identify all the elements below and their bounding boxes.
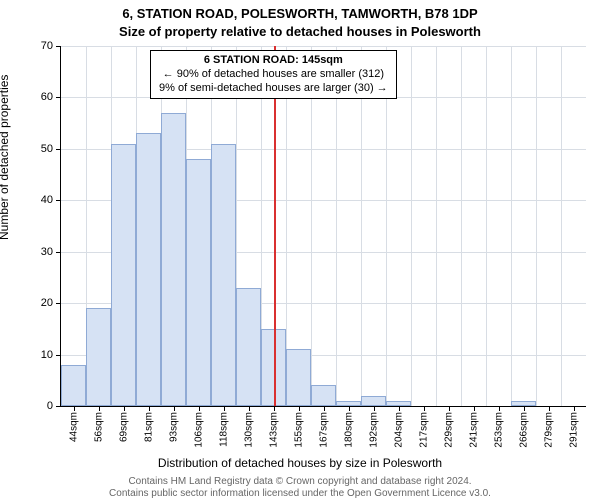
- ytick-mark: [56, 252, 61, 253]
- x-axis-label: Distribution of detached houses by size …: [0, 456, 600, 470]
- xtick-mark: [399, 406, 400, 411]
- ytick-mark: [56, 406, 61, 407]
- xtick-mark: [574, 406, 575, 411]
- xtick-label: 81sqm: [143, 412, 154, 442]
- xtick-label: 93sqm: [168, 412, 179, 442]
- ytick-mark: [56, 46, 61, 47]
- bar: [286, 349, 311, 406]
- bar: [136, 133, 161, 406]
- xtick-label: 192sqm: [368, 412, 379, 448]
- xtick-mark: [174, 406, 175, 411]
- bar: [211, 144, 236, 406]
- ytick-label: 30: [41, 246, 53, 258]
- xtick-mark: [549, 406, 550, 411]
- chart-title-line1: 6, STATION ROAD, POLESWORTH, TAMWORTH, B…: [0, 6, 600, 21]
- xtick-label: 180sqm: [343, 412, 354, 448]
- xtick-label: 167sqm: [318, 412, 329, 448]
- ytick-label: 50: [41, 143, 53, 155]
- xtick-label: 44sqm: [68, 412, 79, 442]
- ytick-label: 40: [41, 194, 53, 206]
- gridline-v: [436, 46, 437, 406]
- ytick-label: 70: [41, 40, 53, 52]
- xtick-mark: [249, 406, 250, 411]
- xtick-mark: [99, 406, 100, 411]
- xtick-mark: [349, 406, 350, 411]
- gridline-v: [361, 46, 362, 406]
- xtick-label: 253sqm: [493, 412, 504, 448]
- xtick-label: 217sqm: [418, 412, 429, 448]
- xtick-mark: [124, 406, 125, 411]
- bar: [86, 308, 111, 406]
- gridline-v: [336, 46, 337, 406]
- gridline-v: [461, 46, 462, 406]
- ytick-label: 0: [47, 400, 53, 412]
- annotation-line2: ← 90% of detached houses are smaller (31…: [159, 68, 388, 82]
- xtick-label: 143sqm: [268, 412, 279, 448]
- xtick-label: 69sqm: [118, 412, 129, 442]
- annotation-box: 6 STATION ROAD: 145sqm← 90% of detached …: [150, 50, 397, 99]
- xtick-mark: [224, 406, 225, 411]
- ytick-mark: [56, 355, 61, 356]
- xtick-label: 118sqm: [218, 412, 229, 447]
- xtick-mark: [424, 406, 425, 411]
- bar: [111, 144, 136, 406]
- gridline-v: [511, 46, 512, 406]
- footer-line1: Contains HM Land Registry data © Crown c…: [0, 476, 600, 488]
- annotation-line3: 9% of semi-detached houses are larger (3…: [159, 82, 388, 96]
- xtick-label: 130sqm: [243, 412, 254, 448]
- ytick-mark: [56, 303, 61, 304]
- bar: [361, 396, 386, 406]
- xtick-label: 291sqm: [568, 412, 579, 448]
- gridline-v: [486, 46, 487, 406]
- xtick-mark: [74, 406, 75, 411]
- xtick-label: 106sqm: [193, 412, 204, 448]
- xtick-label: 241sqm: [468, 412, 479, 448]
- bar: [186, 159, 211, 406]
- footer-attribution: Contains HM Land Registry data © Crown c…: [0, 476, 600, 500]
- ytick-mark: [56, 200, 61, 201]
- gridline-v: [561, 46, 562, 406]
- gridline-v: [311, 46, 312, 406]
- xtick-mark: [524, 406, 525, 411]
- plot-area: 01020304050607044sqm56sqm69sqm81sqm93sqm…: [60, 46, 586, 407]
- xtick-label: 56sqm: [93, 412, 104, 442]
- footer-line2: Contains public sector information licen…: [0, 488, 600, 500]
- xtick-mark: [499, 406, 500, 411]
- xtick-mark: [474, 406, 475, 411]
- xtick-mark: [374, 406, 375, 411]
- gridline-v: [386, 46, 387, 406]
- xtick-mark: [449, 406, 450, 411]
- ytick-label: 10: [41, 349, 53, 361]
- marker-line: [274, 46, 276, 406]
- xtick-mark: [199, 406, 200, 411]
- xtick-label: 204sqm: [393, 412, 404, 448]
- annotation-line1: 6 STATION ROAD: 145sqm: [159, 54, 388, 68]
- bar: [311, 385, 336, 406]
- bar: [61, 365, 86, 406]
- ytick-label: 60: [41, 91, 53, 103]
- ytick-mark: [56, 149, 61, 150]
- xtick-mark: [274, 406, 275, 411]
- y-axis-label: Number of detached properties: [0, 75, 11, 240]
- ytick-mark: [56, 97, 61, 98]
- gridline-v: [411, 46, 412, 406]
- xtick-label: 155sqm: [293, 412, 304, 448]
- xtick-mark: [324, 406, 325, 411]
- chart-title-line2: Size of property relative to detached ho…: [0, 24, 600, 39]
- xtick-label: 266sqm: [518, 412, 529, 448]
- bar: [236, 288, 261, 406]
- xtick-mark: [299, 406, 300, 411]
- gridline-v: [536, 46, 537, 406]
- bar: [161, 113, 186, 406]
- xtick-mark: [149, 406, 150, 411]
- xtick-label: 279sqm: [543, 412, 554, 448]
- gridline-h: [61, 46, 586, 47]
- ytick-label: 20: [41, 297, 53, 309]
- xtick-label: 229sqm: [443, 412, 454, 448]
